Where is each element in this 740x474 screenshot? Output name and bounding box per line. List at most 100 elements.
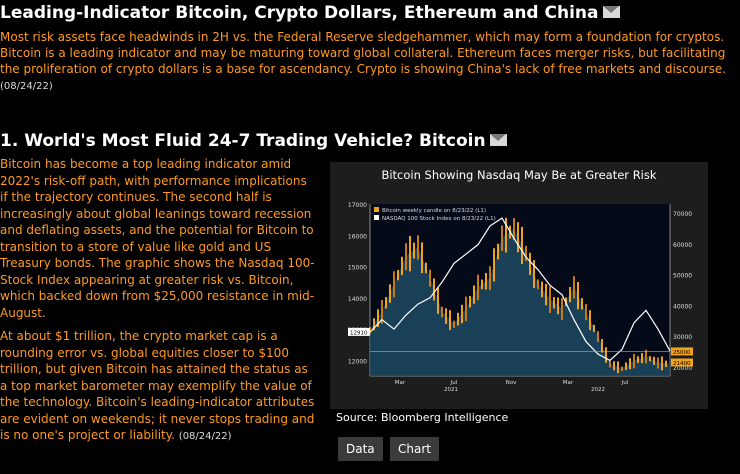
bitcoin-candle xyxy=(613,361,615,371)
bitcoin-candle xyxy=(609,361,611,368)
article-title: Leading-Indicator Bitcoin, Crypto Dollar… xyxy=(0,3,740,25)
right-tick-label: 40000 xyxy=(673,303,692,310)
bitcoin-candle xyxy=(541,281,543,298)
article-summary-text: Most risk assets face headwinds in 2H vs… xyxy=(0,30,727,76)
bitcoin-candle xyxy=(421,242,423,274)
bitcoin-candle xyxy=(629,358,631,370)
chart-panel: Bitcoin Showing Nasdaq May Be at Greater… xyxy=(330,162,708,409)
right-tick-label: 60000 xyxy=(673,242,692,249)
bitcoin-candle xyxy=(409,235,411,272)
bitcoin-candle xyxy=(465,296,467,322)
bitcoin-candle xyxy=(505,217,507,253)
left-tick-label: 14000 xyxy=(348,296,367,303)
mail-icon[interactable] xyxy=(489,134,507,146)
bitcoin-candle xyxy=(473,285,475,304)
legend-swatch xyxy=(374,207,379,212)
bitcoin-candle xyxy=(593,324,595,332)
x-tick-label: Jul xyxy=(621,380,629,386)
bitcoin-candle xyxy=(437,287,439,314)
bitcoin-candle xyxy=(617,361,619,374)
bitcoin-candle xyxy=(373,318,375,331)
bitcoin-candle xyxy=(481,279,483,290)
left-tick-label: 17000 xyxy=(348,202,367,209)
bitcoin-candle xyxy=(601,339,603,353)
bitcoin-candle xyxy=(381,299,383,325)
bitcoin-candle xyxy=(417,235,419,260)
year-label: 2021 xyxy=(444,387,458,393)
bitcoin-candle xyxy=(641,353,643,364)
right-tick-label: 30000 xyxy=(673,334,692,341)
bitcoin-candle xyxy=(449,310,451,331)
bitcoin-candle xyxy=(453,320,455,328)
chart-source: Source: Bloomberg Intelligence xyxy=(336,411,509,424)
bitcoin-candle xyxy=(569,287,571,303)
bitcoin-candle xyxy=(501,225,503,252)
bitcoin-candle xyxy=(489,266,491,291)
mail-icon[interactable] xyxy=(602,6,620,18)
bitcoin-candle xyxy=(581,298,583,310)
paragraph-2: At about $1 trillion, the crypto market … xyxy=(0,328,316,446)
right-upper-marker: 25000 xyxy=(673,350,691,356)
bitcoin-candle xyxy=(545,283,547,306)
bitcoin-candle xyxy=(597,331,599,342)
bitcoin-candle xyxy=(457,312,459,326)
bitcoin-candle xyxy=(401,256,403,276)
right-tick-label: 70000 xyxy=(673,211,692,218)
bitcoin-candle xyxy=(529,252,531,275)
bitcoin-candle xyxy=(405,243,407,271)
bitcoin-candle xyxy=(657,357,659,369)
bitcoin-candle xyxy=(517,222,519,253)
section-title: 1. World's Most Fluid 24-7 Trading Vehic… xyxy=(0,131,740,153)
bitcoin-candle xyxy=(553,297,555,309)
bitcoin-candle xyxy=(397,270,399,281)
bitcoin-candle xyxy=(441,306,443,318)
legend-entry: NASDAQ 100 Stock Index on 8/23/22 (L1) xyxy=(382,216,496,222)
bitcoin-candle xyxy=(533,260,535,289)
chart-title: Bitcoin Showing Nasdaq May Be at Greater… xyxy=(381,168,657,182)
chart-button[interactable]: Chart xyxy=(390,437,439,461)
article-date: (08/24/22) xyxy=(0,81,53,92)
bitcoin-candle xyxy=(661,356,663,371)
legend-swatch xyxy=(374,215,379,220)
bitcoin-candle xyxy=(637,356,639,363)
bitcoin-candle xyxy=(477,274,479,301)
bitcoin-candle xyxy=(525,245,527,262)
bitcoin-candle xyxy=(377,309,379,328)
bitcoin-candle xyxy=(461,304,463,324)
bitcoin-candle xyxy=(389,284,391,303)
bitcoin-candle xyxy=(577,281,579,310)
section-date: (08/24/22) xyxy=(178,431,232,442)
legend-entry: Bitcoin weekly candle on 8/23/22 (L1) xyxy=(382,208,486,214)
right-current-marker: 21400 xyxy=(673,361,691,367)
bitcoin-candle xyxy=(393,271,395,298)
bitcoin-candle xyxy=(493,248,495,282)
bitcoin-candle xyxy=(665,360,667,367)
bitcoin-candle xyxy=(433,278,435,301)
left-tick-label: 12000 xyxy=(348,358,367,365)
bitcoin-candle xyxy=(537,279,539,290)
x-tick-label: Mar xyxy=(563,380,574,386)
bitcoin-candle xyxy=(589,310,591,331)
section-body: Bitcoin has become a top leading indicat… xyxy=(0,156,316,446)
bitcoin-candle xyxy=(513,218,515,241)
bitcoin-candle xyxy=(605,347,607,363)
bitcoin-candle xyxy=(653,356,655,365)
bitcoin-candle xyxy=(573,276,575,299)
left-current-marker: 12910 xyxy=(350,330,368,336)
bitcoin-candle xyxy=(633,353,635,369)
paragraph-2-text: At about $1 trillion, the crypto market … xyxy=(0,329,315,442)
bitcoin-candle xyxy=(497,243,499,260)
right-current-marker-bg xyxy=(671,358,693,367)
left-current-marker-bg xyxy=(348,327,370,336)
bitcoin-candle xyxy=(557,297,559,315)
bitcoin-candle xyxy=(645,349,647,364)
bitcoin-candle xyxy=(585,303,587,321)
x-tick-label: Mar xyxy=(395,380,406,386)
bitcoin-candle xyxy=(521,226,523,265)
bitcoin-candle xyxy=(549,286,551,313)
data-button[interactable]: Data xyxy=(338,437,383,461)
bitcoin-candle xyxy=(469,296,471,308)
bitcoin-candle xyxy=(445,308,447,324)
bitcoin-area xyxy=(370,228,670,376)
right-upper-marker-bg xyxy=(671,347,693,356)
